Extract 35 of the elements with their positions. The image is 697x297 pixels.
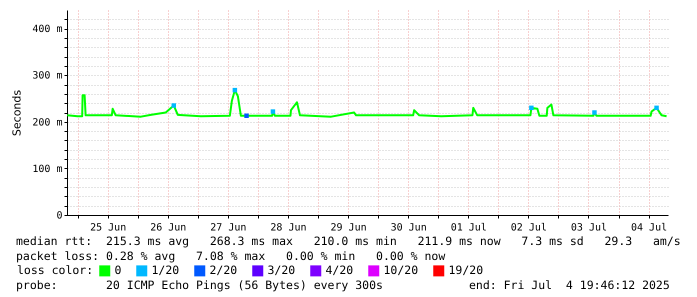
y-tick-label: 400 m [32, 24, 62, 36]
x-tick-label: 04 Jul [630, 222, 668, 234]
text: packet loss: 0.28 % avg 7.08 % max 0.00 % min 0.00 % now [16, 249, 446, 263]
point [270, 109, 276, 114]
text: probe: 20 ICMP Echo Pings (56 Bytes) every 300s [16, 278, 383, 292]
y-axis-title: Seconds [10, 90, 24, 136]
x-tick-label: 01 Jul [450, 222, 487, 234]
point [172, 103, 176, 108]
legend-label: 1/20 [152, 262, 180, 277]
x-tick-label: 29 Jun [330, 222, 367, 234]
x-tick-label: 30 Jun [390, 222, 427, 234]
point [592, 110, 597, 115]
x-tick-label: 28 Jun [270, 222, 307, 234]
text: end: Fri Jul 4 19:46:12 2025 [469, 278, 670, 292]
legend-label: 10/20 [384, 262, 418, 277]
x-tick-label: 03 Jul [570, 222, 608, 234]
legend-label: 2/20 [210, 262, 238, 277]
point [529, 106, 534, 110]
y-tick-label: 100 m [32, 164, 62, 175]
x-tick-label: 25 Jun [90, 222, 126, 234]
text: median rtt: 215.3 ms avg 268.3 ms max 210.0 ms min 211.9 ms now 7.3 ms sd 29.3 am/s [16, 234, 681, 248]
legend-title: loss color: [17, 263, 94, 277]
x-tick-label: 02 Jul [510, 222, 547, 234]
y-tick-label: 300 m [32, 70, 62, 82]
legend-label: 0 [114, 262, 122, 277]
y-tick-label: 0 [56, 210, 62, 222]
point [244, 114, 249, 118]
y-tick-label: 200 m [32, 117, 62, 128]
x-tick-label: 26 Jun [150, 222, 186, 234]
point [232, 88, 238, 92]
legend-label: 3/20 [268, 262, 296, 277]
x-tick-label: 27 Jun [210, 222, 246, 234]
legend-label: 19/20 [448, 262, 484, 277]
legend-label: 4/20 [326, 262, 354, 277]
point [654, 106, 659, 110]
